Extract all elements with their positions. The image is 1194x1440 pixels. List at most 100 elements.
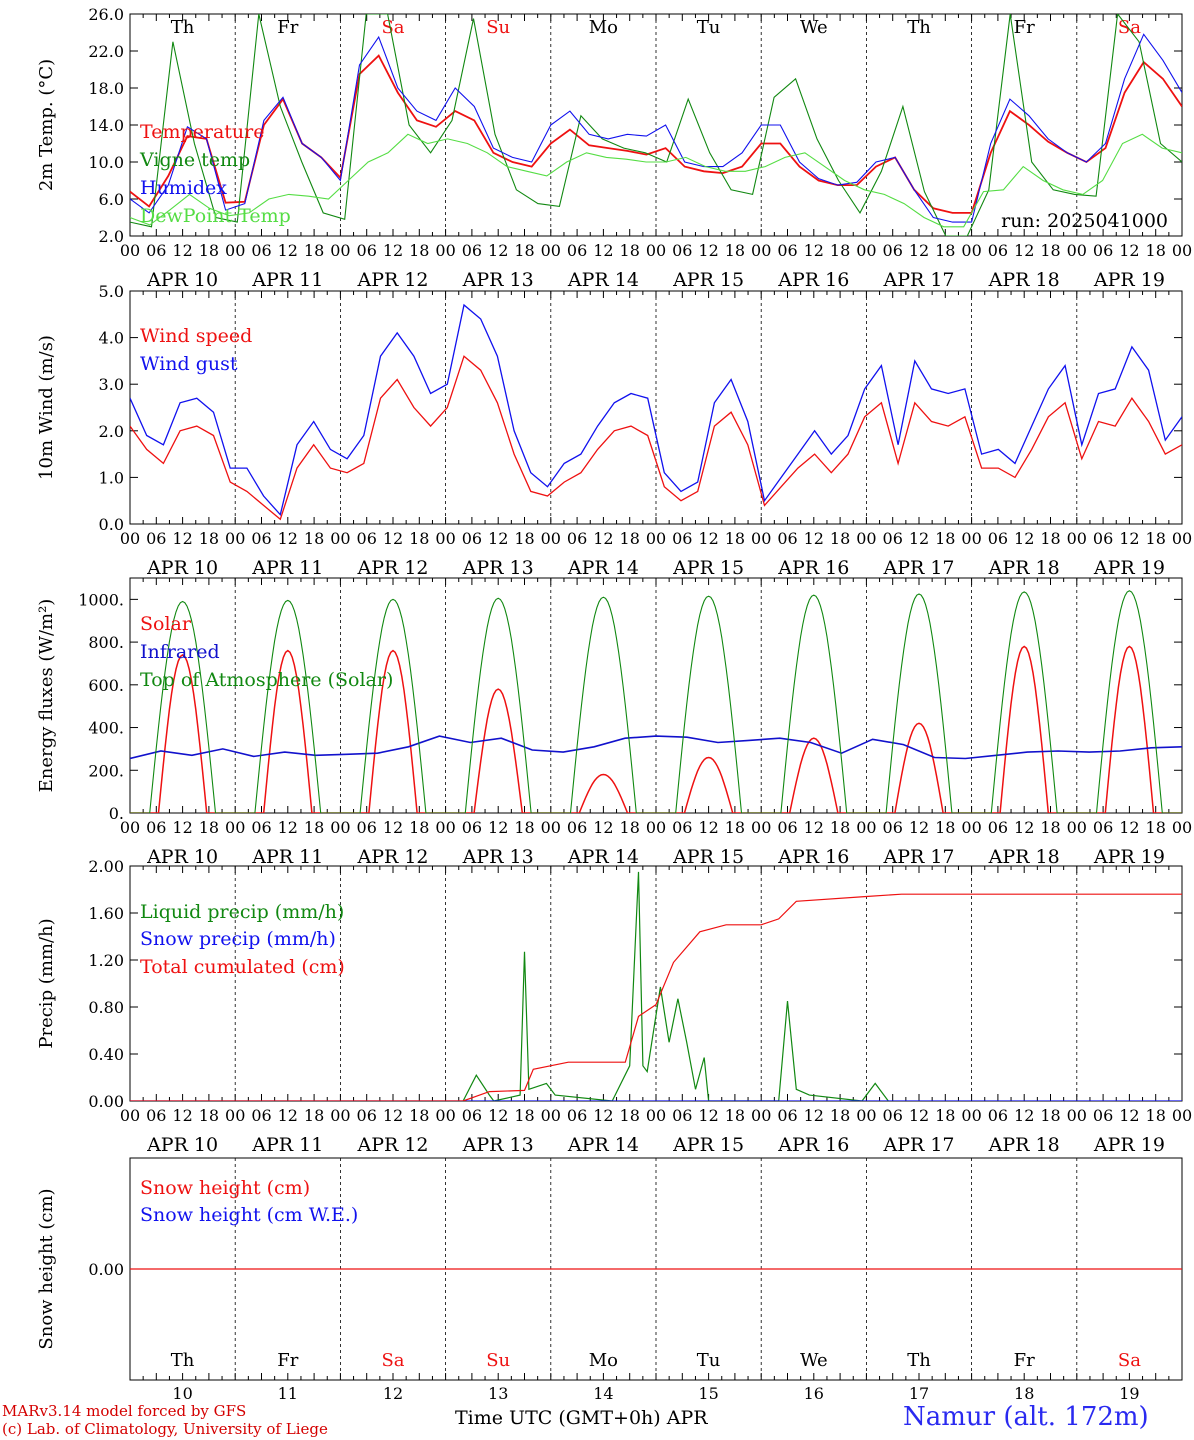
hour-tick-label: 00 (961, 818, 981, 837)
hour-tick-label: 00 (120, 529, 140, 548)
hour-tick-label: 06 (1093, 529, 1113, 548)
day-number-label: 11 (278, 1384, 298, 1403)
date-label: APR 14 (567, 269, 639, 291)
weekday-label: Sa (381, 17, 404, 38)
hour-tick-label: 06 (1093, 241, 1113, 260)
hour-tick-label: 18 (725, 529, 745, 548)
hour-tick-label: 06 (357, 529, 377, 548)
hour-tick-label: 18 (725, 1106, 745, 1125)
hour-tick-label: 00 (646, 241, 666, 260)
hour-tick-label: 12 (909, 1106, 929, 1125)
hour-tick-label: 18 (935, 529, 955, 548)
hour-tick-label: 18 (830, 241, 850, 260)
weekday-label: Sa (1118, 1350, 1141, 1371)
date-label: APR 12 (356, 557, 428, 579)
hour-tick-label: 12 (383, 818, 403, 837)
date-label: APR 16 (777, 557, 849, 579)
hour-tick-label: 06 (146, 241, 166, 260)
y-tick-label: 4.0 (99, 329, 124, 348)
weekday-label: Th (907, 17, 931, 38)
legend-entry: Vigne temp (139, 149, 250, 171)
date-label: APR 18 (988, 557, 1060, 579)
hour-tick-label: 00 (541, 241, 561, 260)
hour-tick-label: 06 (1093, 818, 1113, 837)
y-tick-label: 26.0 (88, 5, 124, 24)
hour-tick-label: 00 (1067, 529, 1087, 548)
weekday-label: Tu (697, 17, 721, 38)
date-label: APR 14 (567, 1134, 639, 1156)
series-line (462, 871, 889, 1101)
y-tick-label: 22.0 (88, 42, 124, 61)
hour-tick-label: 18 (1146, 818, 1166, 837)
date-label: APR 13 (462, 1134, 534, 1156)
hour-tick-label: 18 (1146, 529, 1166, 548)
hour-tick-label: 12 (1014, 529, 1034, 548)
y-tick-label: 6.0 (99, 190, 124, 209)
hour-tick-label: 06 (883, 529, 903, 548)
hour-tick-label: 18 (409, 818, 429, 837)
y-tick-label: 1.60 (88, 904, 124, 923)
hour-tick-label: 06 (672, 241, 692, 260)
y-tick-label: 200. (88, 761, 124, 780)
hour-tick-label: 00 (856, 241, 876, 260)
hour-tick-label: 18 (304, 1106, 324, 1125)
hour-tick-label: 06 (988, 818, 1008, 837)
hour-tick-label: 18 (514, 1106, 534, 1125)
date-label: APR 16 (777, 269, 849, 291)
hour-tick-label: 18 (1146, 241, 1166, 260)
legend-entry: Top of Atmosphere (Solar) (140, 669, 393, 691)
date-label: APR 12 (356, 1134, 428, 1156)
legend-entry: DewPoint Temp (140, 205, 291, 227)
hour-tick-label: 00 (435, 818, 455, 837)
hour-tick-label: 12 (172, 1106, 192, 1125)
hour-tick-label: 18 (620, 241, 640, 260)
day-number-label: 16 (804, 1384, 824, 1403)
hour-tick-label: 12 (488, 241, 508, 260)
weekday-label: Th (171, 1350, 195, 1371)
y-axis-label: 10m Wind (m/s) (36, 335, 57, 480)
y-tick-label: 18.0 (88, 79, 124, 98)
date-label: APR 10 (146, 846, 218, 868)
hour-tick-label: 00 (1172, 529, 1192, 548)
hour-tick-label: 12 (909, 818, 929, 837)
series-line (130, 355, 1182, 521)
date-label: APR 16 (777, 846, 849, 868)
hour-tick-label: 12 (698, 241, 718, 260)
date-label: APR 18 (988, 269, 1060, 291)
hour-tick-label: 06 (883, 818, 903, 837)
hour-tick-label: 06 (567, 241, 587, 260)
hour-tick-label: 18 (830, 818, 850, 837)
date-label: APR 11 (251, 269, 323, 291)
hour-tick-label: 06 (988, 529, 1008, 548)
hour-tick-label: 18 (830, 1106, 850, 1125)
weekday-label: Fr (1014, 17, 1035, 38)
hour-tick-label: 06 (146, 818, 166, 837)
hour-tick-label: 18 (620, 529, 640, 548)
day-number-label: 18 (1014, 1384, 1034, 1403)
hour-tick-label: 00 (1067, 818, 1087, 837)
legend-entry: Temperature (140, 121, 264, 143)
hour-tick-label: 12 (278, 241, 298, 260)
day-number-label: 15 (698, 1384, 718, 1403)
weekday-label: Fr (277, 17, 298, 38)
hour-tick-label: 12 (278, 1106, 298, 1125)
hour-tick-label: 12 (1014, 1106, 1034, 1125)
hour-tick-label: 00 (225, 241, 245, 260)
day-number-label: 12 (383, 1384, 403, 1403)
date-label: APR 17 (882, 557, 954, 579)
hour-tick-label: 12 (804, 818, 824, 837)
weekday-label: Mo (589, 17, 618, 38)
date-label: APR 14 (567, 557, 639, 579)
hour-tick-label: 12 (1014, 241, 1034, 260)
series-line (130, 303, 1182, 517)
hour-tick-label: 18 (514, 529, 534, 548)
hour-tick-label: 18 (409, 1106, 429, 1125)
hour-tick-label: 06 (883, 241, 903, 260)
hour-tick-label: 18 (304, 529, 324, 548)
day-number-label: 10 (172, 1384, 192, 1403)
hour-tick-label: 12 (172, 818, 192, 837)
hour-tick-label: 12 (1119, 1106, 1139, 1125)
hour-tick-label: 06 (146, 1106, 166, 1125)
hour-tick-label: 12 (1119, 241, 1139, 260)
hour-tick-label: 00 (646, 818, 666, 837)
